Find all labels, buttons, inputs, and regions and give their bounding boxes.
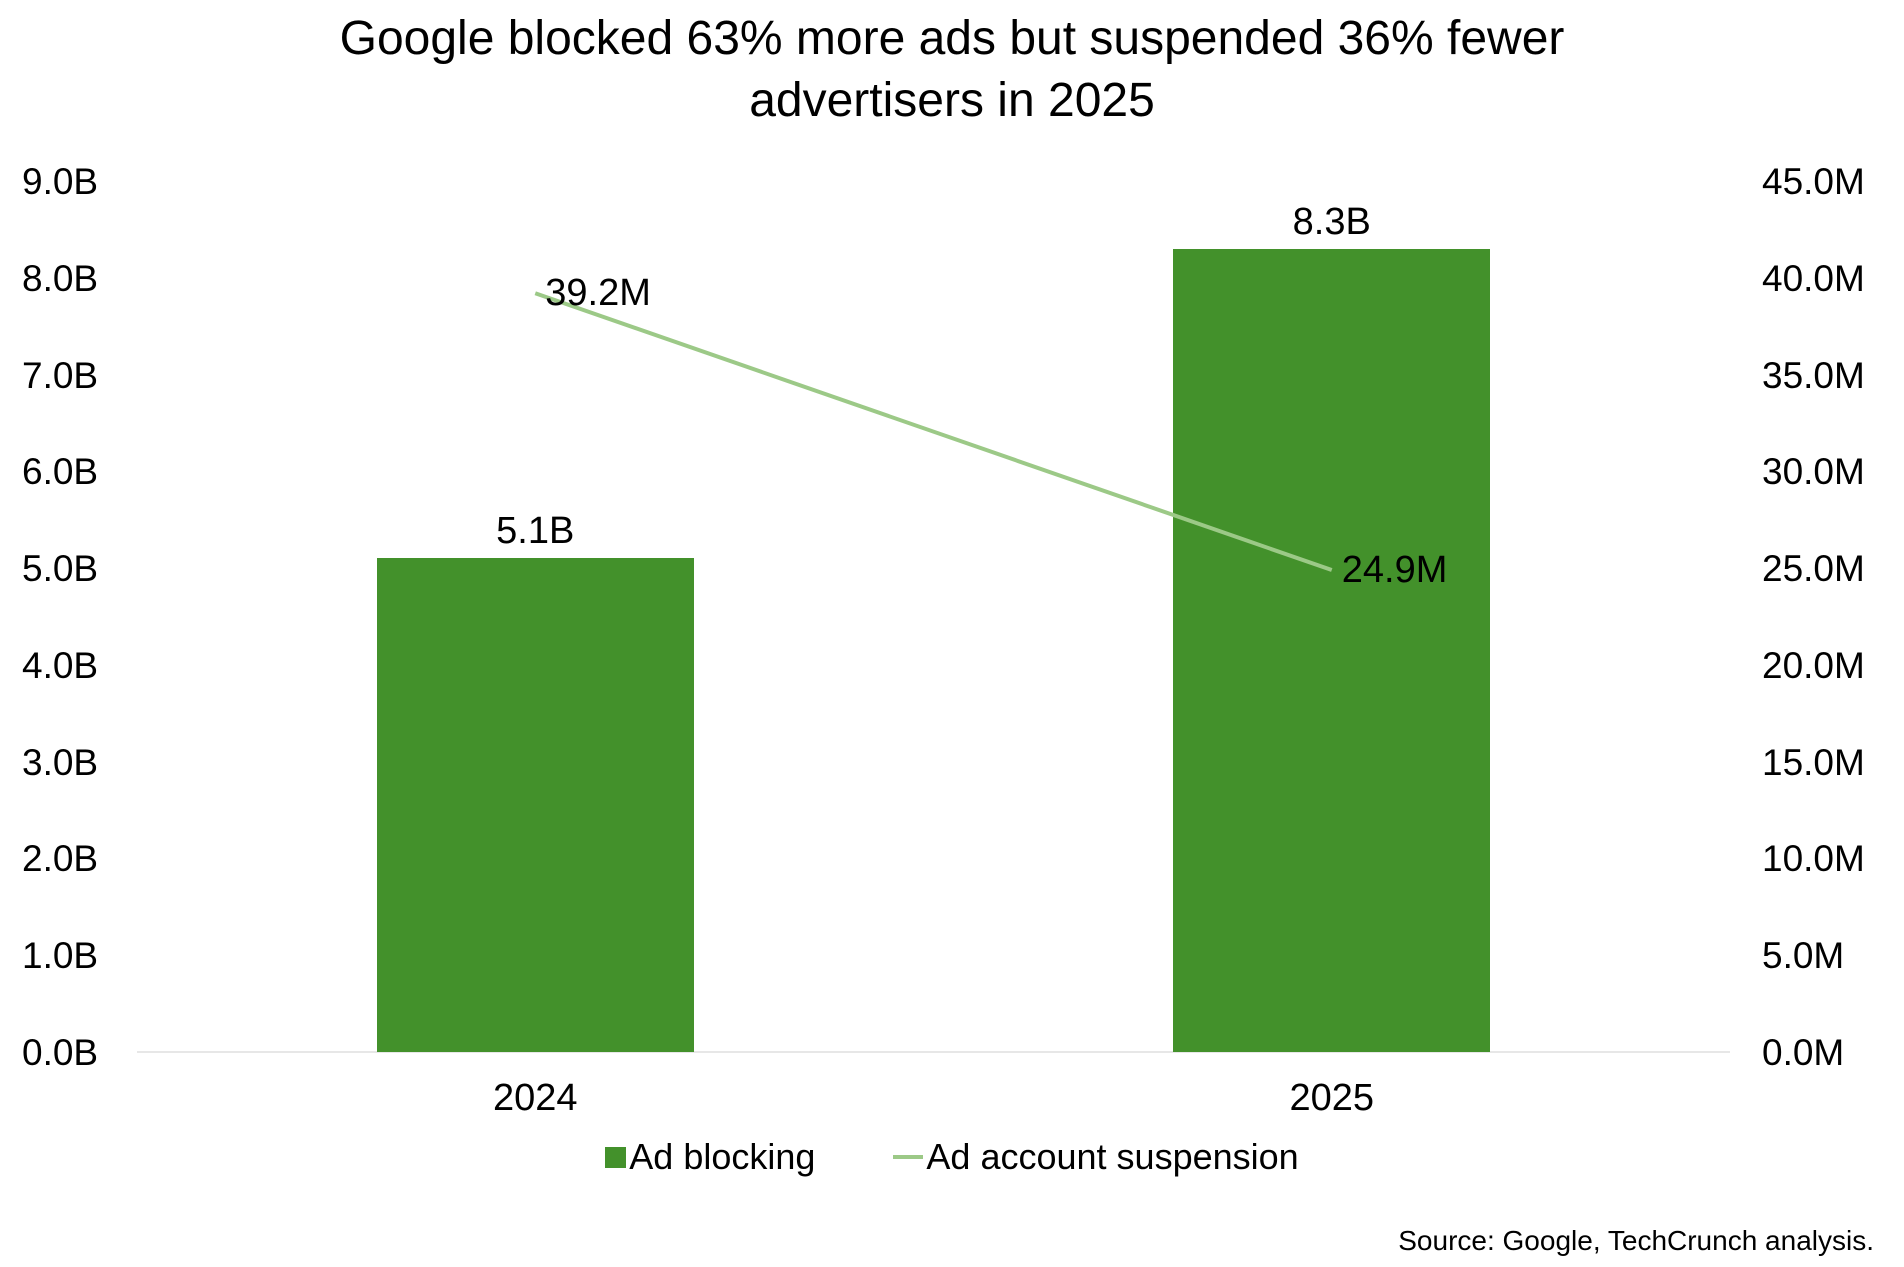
bar-swatch-icon [605,1146,627,1168]
bar-2025 [1173,248,1491,1052]
legend-item-ad-blocking: Ad blocking [605,1135,815,1179]
chart-title-line-1: Google blocked 63% more ads but suspende… [339,12,1565,65]
right-axis-tick-label: 10.0M [1762,838,1865,880]
chart-title: Google blocked 63% more ads but suspende… [0,8,1904,132]
left-axis-tick-label: 7.0B [22,354,99,396]
chart-legend: Ad blocking Ad account suspension [0,1135,1904,1179]
left-axis-tick-label: 8.0B [22,257,99,299]
x-axis-line [137,1051,1730,1053]
bar-value-label: 8.3B [1292,200,1371,243]
bar-value-label: 5.1B [496,510,575,553]
left-axis-tick-label: 4.0B [22,644,99,686]
left-axis-tick-label: 6.0B [22,451,99,493]
right-axis-tick-label: 0.0M [1762,1032,1845,1073]
chart-title-line-2: advertisers in 2025 [749,74,1155,127]
x-axis-label-2025: 2025 [1289,1077,1375,1119]
legend-label-ad-account-suspension: Ad account suspension [926,1136,1299,1177]
left-axis-tick-label: 0.0B [22,1032,99,1073]
right-axis-tick-label: 15.0M [1762,741,1865,783]
left-axis-tick-label: 1.0B [22,935,99,977]
legend-item-ad-account-suspension: Ad account suspension [893,1135,1299,1179]
right-axis-tick-label: 25.0M [1762,548,1865,590]
line-point-label: 39.2M [545,272,651,315]
left-axis-tick-label: 2.0B [22,838,99,880]
left-axis-tick-label: 3.0B [22,741,99,783]
left-axis-tick-label: 9.0B [22,161,99,202]
right-axis-tick-label: 30.0M [1762,451,1865,493]
legend-label-ad-blocking: Ad blocking [629,1136,816,1177]
x-axis-label-2024: 2024 [492,1077,578,1119]
right-axis-tick-label: 40.0M [1762,257,1865,299]
right-axis-tick-label: 45.0M [1762,161,1865,202]
line-swatch-icon [893,1155,924,1159]
right-axis-tick-label: 35.0M [1762,354,1865,396]
right-axis-tick-label: 5.0M [1762,935,1845,977]
line-point-label: 24.9M [1341,549,1448,592]
left-axis-tick-label: 5.0B [22,548,99,590]
source-note: Source: Google, TechCrunch analysis. [1398,1225,1874,1256]
bar-2024 [376,558,694,1052]
right-axis-tick-label: 20.0M [1762,644,1865,686]
